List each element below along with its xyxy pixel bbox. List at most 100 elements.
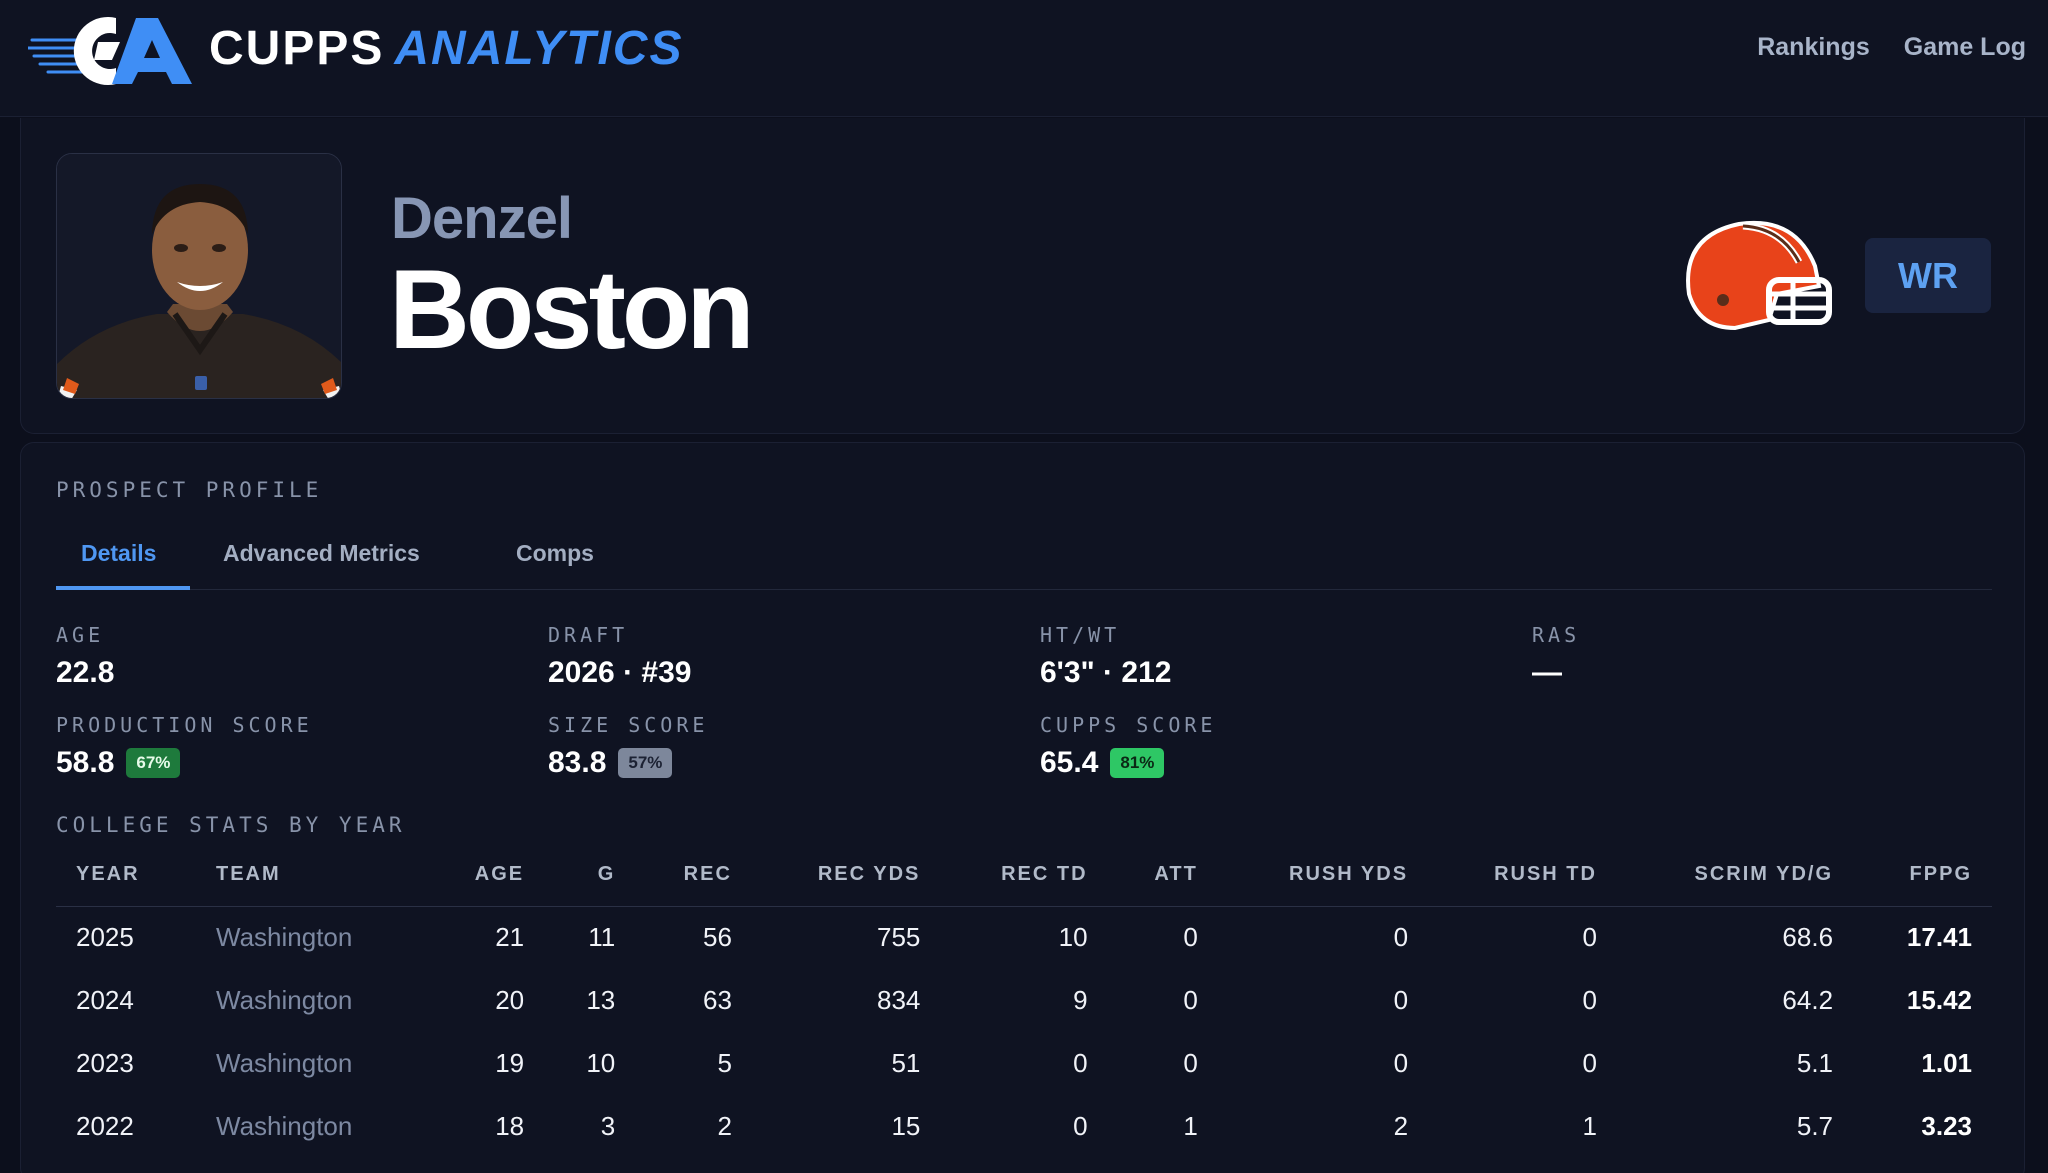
size-percentile-badge: 57% xyxy=(618,748,673,778)
tab-details[interactable]: Details xyxy=(56,538,190,590)
cell-games: 13 xyxy=(586,985,616,1015)
column-header[interactable]: RUSH YDS xyxy=(1217,843,1429,907)
cell-att: 0 xyxy=(1183,1048,1198,1078)
column-header[interactable]: FPPG xyxy=(1853,843,1992,907)
browns-helmet-icon xyxy=(1686,221,1832,331)
stat-height-weight: HT/WT 6'3" · 212 xyxy=(1040,623,1171,691)
tab-advanced-metrics[interactable]: Advanced Metrics xyxy=(223,540,420,566)
stat-ras-value: — xyxy=(1532,656,1562,689)
stat-age-label: AGE xyxy=(56,623,105,647)
cell-games: 11 xyxy=(588,922,616,953)
table-header-row: YEAR TEAM AGE G REC REC YDS REC TD ATT R… xyxy=(56,843,1992,907)
table-row: 2024 Washington 20 13 63 834 9 0 0 0 64.… xyxy=(56,969,1992,1032)
tab-comps[interactable]: Comps xyxy=(516,540,594,566)
cell-rush-td: 0 xyxy=(1582,1048,1597,1078)
cell-fppg: 1.01 xyxy=(1921,1048,1972,1078)
column-header[interactable]: TEAM xyxy=(196,843,426,907)
column-header[interactable]: YEAR xyxy=(56,843,196,907)
cell-year: 2022 xyxy=(76,1111,134,1141)
cell-rec-yds: 834 xyxy=(876,985,921,1015)
cell-rec-td: 0 xyxy=(1073,1048,1088,1078)
brand-secondary-text: ANALYTICS xyxy=(394,22,684,75)
nav-link-game-log[interactable]: Game Log xyxy=(1903,33,2026,61)
cell-age: 21 xyxy=(495,922,525,953)
column-header[interactable]: AGE xyxy=(426,843,545,907)
main-nav: Rankings Game Log xyxy=(1757,30,2026,64)
cell-games: 10 xyxy=(586,1048,616,1078)
cell-age: 18 xyxy=(495,1111,525,1141)
cell-rec: 56 xyxy=(702,922,732,953)
cell-rec-td: 0 xyxy=(1073,1111,1088,1141)
cupps-analytics-logo-icon[interactable] xyxy=(28,12,196,90)
stat-production-label: PRODUCTION SCORE xyxy=(56,713,313,737)
stat-cupps-score: CUPPS SCORE 65.4 81% xyxy=(1040,713,1216,781)
stat-production-score: PRODUCTION SCORE 58.8 67% xyxy=(56,713,313,781)
table-row: 2023 Washington 19 10 5 51 0 0 0 0 5.1 1… xyxy=(56,1032,1992,1095)
stat-size-label: SIZE SCORE xyxy=(548,713,709,737)
column-header[interactable]: REC YDS xyxy=(751,843,941,907)
player-header-card: Denzel Boston WR xyxy=(20,118,2025,434)
column-header[interactable]: SCRIM YD/G xyxy=(1616,843,1854,907)
column-header[interactable]: ATT xyxy=(1107,843,1218,907)
stat-htwt-label: HT/WT xyxy=(1040,623,1121,647)
cell-rec-yds: 51 xyxy=(891,1048,921,1078)
cell-rec-yds: 15 xyxy=(891,1111,921,1141)
cupps-percentile-badge: 81% xyxy=(1110,748,1165,778)
cell-rec-yds: 755 xyxy=(876,922,921,953)
cell-age: 19 xyxy=(495,1048,525,1078)
cell-year: 2024 xyxy=(76,985,134,1015)
brand-wordmark[interactable]: CUPPS ANALYTICS xyxy=(209,22,683,76)
column-header[interactable]: G xyxy=(544,843,636,907)
cell-team: Washington xyxy=(216,922,353,953)
column-header[interactable]: REC TD xyxy=(940,843,1108,907)
stat-cupps-value: 65.4 xyxy=(1040,746,1099,779)
stat-size-score: SIZE SCORE 83.8 57% xyxy=(548,713,708,781)
cell-fppg: 3.23 xyxy=(1921,1111,1972,1141)
player-headshot xyxy=(56,153,342,399)
cell-rec-td: 10 xyxy=(1058,922,1088,953)
cell-team: Washington xyxy=(216,1111,353,1141)
column-header[interactable]: REC xyxy=(635,843,752,907)
cell-rush-yds: 0 xyxy=(1393,922,1409,953)
cell-team: Washington xyxy=(216,1048,353,1078)
nav-link-rankings[interactable]: Rankings xyxy=(1757,33,1870,61)
player-first-name: Denzel xyxy=(391,186,573,251)
stat-draft: DRAFT 2026 · #39 xyxy=(548,623,691,691)
cell-rush-td: 1 xyxy=(1582,1111,1597,1141)
table-row: 2022 Washington 18 3 2 15 0 1 2 1 5.7 3.… xyxy=(56,1095,1992,1158)
cell-rush-td: 0 xyxy=(1582,922,1597,953)
brand-primary-text: CUPPS xyxy=(209,22,385,75)
cell-scrim-ydg: 5.1 xyxy=(1796,1048,1834,1078)
stat-draft-label: DRAFT xyxy=(548,623,629,647)
cell-scrim-ydg: 64.2 xyxy=(1782,985,1834,1015)
cell-age: 20 xyxy=(495,985,525,1015)
stat-cupps-label: CUPPS SCORE xyxy=(1040,713,1217,737)
cell-att: 0 xyxy=(1183,985,1198,1015)
cell-rush-yds: 2 xyxy=(1393,1111,1409,1141)
stat-draft-value: 2026 · #39 xyxy=(548,656,692,689)
production-percentile-badge: 67% xyxy=(126,748,181,778)
player-headshot-image xyxy=(57,154,341,398)
stat-production-value: 58.8 xyxy=(56,746,115,779)
stat-size-value: 83.8 xyxy=(548,746,607,779)
table-row: 2025 Washington 21 11 56 755 10 0 0 0 68… xyxy=(56,906,1992,969)
college-stats-heading: COLLEGE STATS BY YEAR xyxy=(56,813,406,837)
stat-htwt-value: 6'3" · 212 xyxy=(1040,656,1172,689)
college-stats-table: YEAR TEAM AGE G REC REC YDS REC TD ATT R… xyxy=(56,843,1992,1158)
column-header[interactable]: RUSH TD xyxy=(1428,843,1617,907)
cell-fppg: 15.42 xyxy=(1906,985,1972,1015)
player-last-name: Boston xyxy=(389,247,755,372)
cell-scrim-ydg: 5.7 xyxy=(1796,1111,1834,1141)
cell-fppg: 17.41 xyxy=(1906,922,1972,953)
cell-year: 2023 xyxy=(76,1048,134,1078)
cell-year: 2025 xyxy=(76,922,134,953)
stat-age-value: 22.8 xyxy=(56,656,115,689)
cell-team: Washington xyxy=(216,985,353,1015)
cell-games: 3 xyxy=(600,1111,616,1141)
cell-att: 0 xyxy=(1183,922,1198,953)
cell-rec-td: 9 xyxy=(1073,985,1088,1015)
cell-rec: 63 xyxy=(702,985,732,1015)
stat-ras-label: RAS xyxy=(1532,623,1581,647)
stat-ras: RAS — xyxy=(1532,623,1580,691)
cell-rush-yds: 0 xyxy=(1393,1048,1409,1078)
